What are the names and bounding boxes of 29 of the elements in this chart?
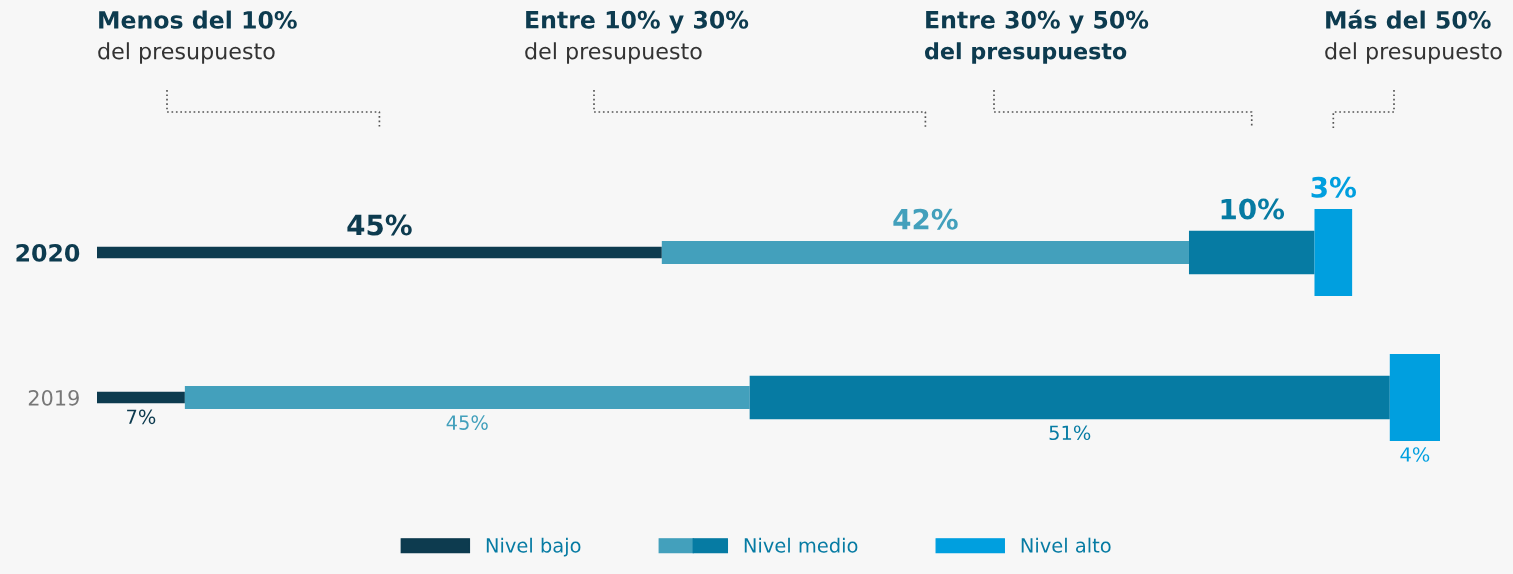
data-label: 45% bbox=[347, 214, 412, 236]
data-label: 3% bbox=[1311, 176, 1357, 198]
data-label: 10% bbox=[1221, 198, 1285, 220]
legend-label: Nivel alto bbox=[1021, 537, 1111, 553]
text: Más del 50% bbox=[1326, 9, 1491, 29]
bar bbox=[1389, 354, 1440, 441]
y-tick-label: 2019 bbox=[28, 389, 79, 406]
bar bbox=[184, 385, 750, 410]
text: del presupuesto bbox=[1325, 42, 1502, 64]
bar bbox=[97, 391, 185, 404]
data-label: 7% bbox=[127, 409, 156, 425]
bar bbox=[661, 240, 1189, 265]
text: Entre 30% y 50% bbox=[926, 10, 1149, 34]
text: del presupuesto bbox=[525, 42, 702, 64]
text: Entre 10% y 30% bbox=[526, 10, 749, 34]
data-label: 45% bbox=[446, 415, 488, 430]
data-label: 4% bbox=[1400, 447, 1430, 462]
y-tick-label: 2020 bbox=[16, 243, 80, 262]
text: del presupuesto bbox=[98, 42, 275, 64]
text: Menos del 10% bbox=[99, 10, 297, 29]
text: del presupuesto bbox=[925, 42, 1127, 64]
data-label: 51% bbox=[1049, 425, 1091, 441]
bar bbox=[1314, 209, 1353, 296]
legend-label: Nivel bajo bbox=[486, 537, 581, 557]
bar bbox=[1188, 230, 1315, 275]
bar bbox=[97, 246, 662, 259]
legend-label: Nivel medio bbox=[744, 537, 858, 553]
bar bbox=[749, 375, 1390, 420]
data-label: 42% bbox=[893, 208, 958, 230]
